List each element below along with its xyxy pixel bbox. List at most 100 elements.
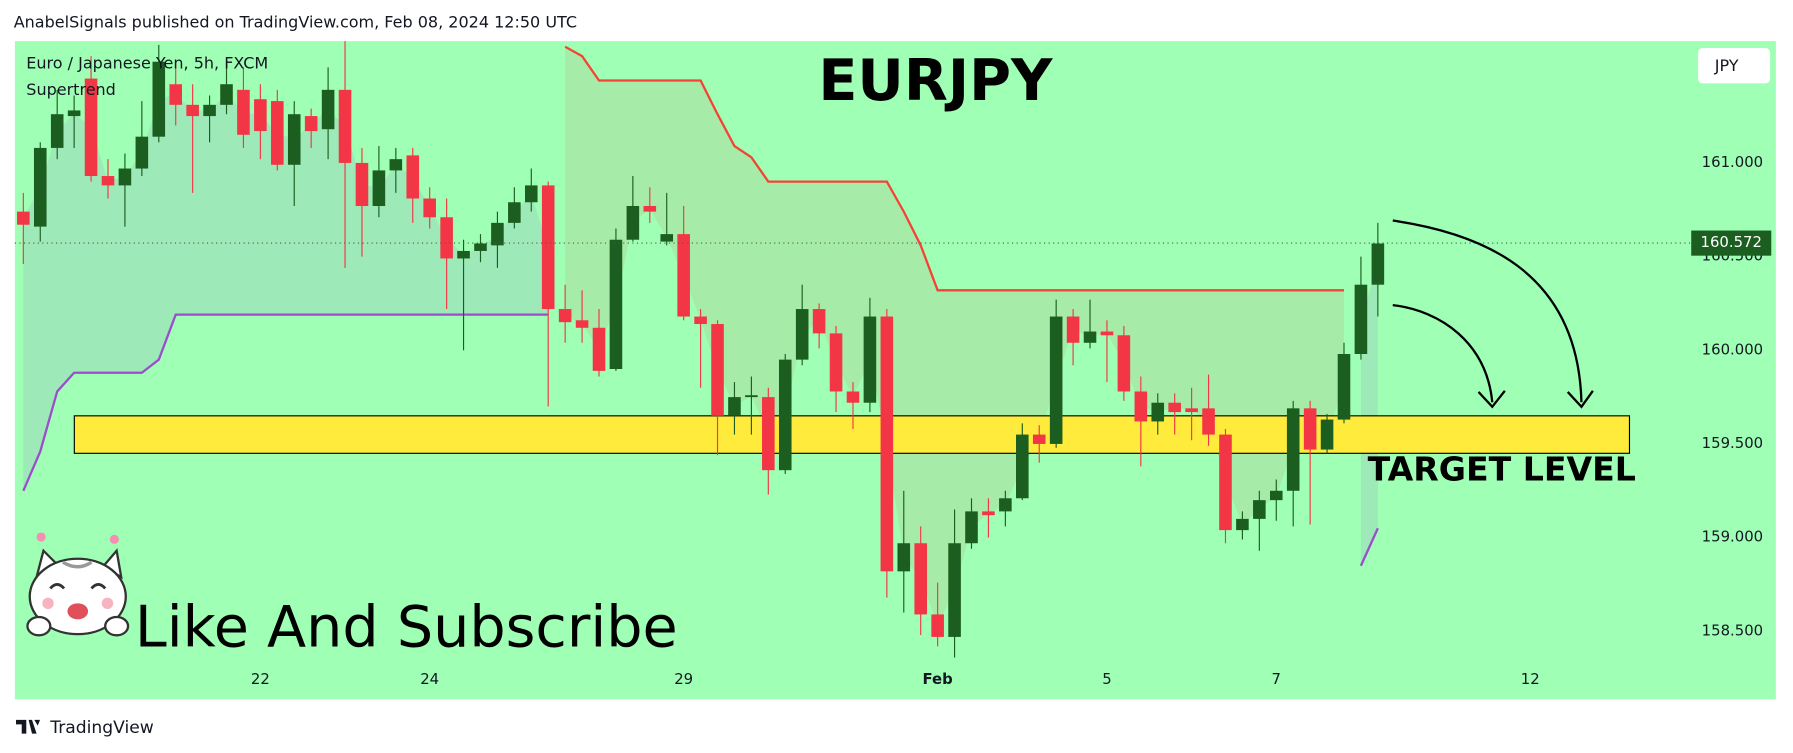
candle-body bbox=[1371, 243, 1385, 285]
indicator-legend: Supertrend bbox=[26, 80, 116, 99]
candle-body bbox=[1151, 402, 1165, 422]
candle-body bbox=[1253, 500, 1266, 519]
candle-body bbox=[1337, 354, 1351, 420]
candle-body bbox=[558, 309, 572, 323]
supertrend-line bbox=[22, 313, 549, 492]
chart-background bbox=[14, 41, 1776, 700]
candle-body bbox=[1202, 408, 1215, 435]
candle-body bbox=[728, 397, 741, 416]
candle-body bbox=[880, 316, 894, 572]
candle-body bbox=[203, 104, 216, 117]
candle-body bbox=[829, 333, 843, 392]
candle-body bbox=[1049, 316, 1063, 444]
candle-body bbox=[17, 211, 30, 225]
candle-body bbox=[186, 104, 199, 117]
candle-body bbox=[271, 101, 284, 165]
candle-body bbox=[1066, 316, 1080, 343]
supertrend-line bbox=[1359, 527, 1379, 567]
x-tick-label: 22 bbox=[251, 670, 270, 688]
candle-body bbox=[118, 168, 132, 186]
candle-body bbox=[457, 250, 470, 259]
candle-body bbox=[948, 543, 961, 637]
candle-body bbox=[491, 222, 504, 246]
target-label: TARGET LEVEL bbox=[1368, 449, 1636, 488]
y-tick-label: 159.500 bbox=[1702, 434, 1763, 452]
last-price-label: 160.572 bbox=[1701, 233, 1762, 251]
candle-body bbox=[84, 78, 98, 177]
candle-body bbox=[474, 243, 487, 251]
candle-body bbox=[389, 159, 403, 171]
candle-body bbox=[1354, 284, 1368, 355]
candle-body bbox=[1134, 391, 1148, 422]
candle-body bbox=[1185, 408, 1198, 413]
currency-box bbox=[1698, 47, 1771, 84]
candle-body bbox=[965, 511, 978, 544]
candle-body bbox=[982, 511, 995, 516]
y-tick-label: 159.000 bbox=[1702, 528, 1763, 546]
arrow bbox=[1392, 303, 1494, 403]
candle-body bbox=[1320, 419, 1334, 450]
candle-body bbox=[508, 202, 521, 223]
candle-body bbox=[338, 89, 352, 163]
candle-body bbox=[812, 309, 826, 334]
candle-body bbox=[660, 234, 674, 242]
candle-body bbox=[67, 110, 81, 117]
brand: TradingView bbox=[49, 718, 154, 738]
candle-body bbox=[914, 543, 927, 615]
candle-body bbox=[795, 309, 809, 360]
candle-body bbox=[237, 89, 250, 135]
candle-body bbox=[694, 316, 707, 325]
candle-body bbox=[355, 162, 369, 207]
candle-body bbox=[406, 155, 420, 199]
candle-body bbox=[254, 99, 267, 132]
candle-body bbox=[287, 114, 301, 165]
candle-body bbox=[846, 391, 860, 403]
candle-body bbox=[372, 170, 386, 207]
publish-header: AnabelSignals published on TradingView.c… bbox=[14, 12, 577, 31]
trend-fill bbox=[565, 46, 1344, 626]
candle-body bbox=[321, 89, 335, 130]
cat-sticker bbox=[26, 532, 130, 637]
arrow-head bbox=[1477, 390, 1506, 409]
candle-body bbox=[169, 84, 183, 105]
candle-body bbox=[863, 316, 877, 403]
candle-body bbox=[50, 114, 64, 148]
candle-body bbox=[1303, 408, 1317, 450]
candle-body bbox=[1269, 490, 1283, 501]
candle-body bbox=[1100, 331, 1114, 336]
candle-body bbox=[592, 327, 606, 371]
candle-body bbox=[135, 136, 149, 169]
candle-body bbox=[609, 239, 623, 370]
candle-body bbox=[1219, 434, 1232, 531]
candle-body bbox=[541, 185, 555, 310]
candle-body bbox=[1286, 408, 1300, 491]
candle-body bbox=[745, 395, 758, 398]
candle-body bbox=[220, 84, 233, 105]
x-tick-label: 7 bbox=[1272, 670, 1281, 688]
x-tick-label: Feb bbox=[923, 670, 953, 688]
annotation: Like And Subscribe bbox=[135, 594, 678, 660]
candle-body bbox=[304, 116, 318, 132]
y-tick-label: 160.000 bbox=[1702, 340, 1763, 358]
chart-title: EURJPY bbox=[818, 48, 1053, 114]
candle-body bbox=[626, 206, 640, 240]
candle-body bbox=[152, 61, 166, 137]
candle-body bbox=[778, 359, 792, 471]
candle-body bbox=[423, 198, 436, 218]
x-tick-label: 24 bbox=[420, 670, 439, 688]
candle-body bbox=[1117, 335, 1131, 392]
x-tick-label: 5 bbox=[1102, 670, 1111, 688]
y-tick-label: 158.500 bbox=[1702, 621, 1763, 639]
candle-body bbox=[931, 614, 944, 637]
candle-body bbox=[999, 498, 1012, 512]
arrow bbox=[1392, 219, 1583, 403]
candle-body bbox=[643, 206, 657, 212]
currency: JPY bbox=[1714, 56, 1739, 75]
supertrend-line bbox=[564, 45, 1344, 292]
candle-body bbox=[101, 176, 115, 186]
candle-body bbox=[1168, 402, 1181, 413]
candle-body bbox=[575, 320, 589, 328]
candle-body bbox=[33, 147, 47, 227]
